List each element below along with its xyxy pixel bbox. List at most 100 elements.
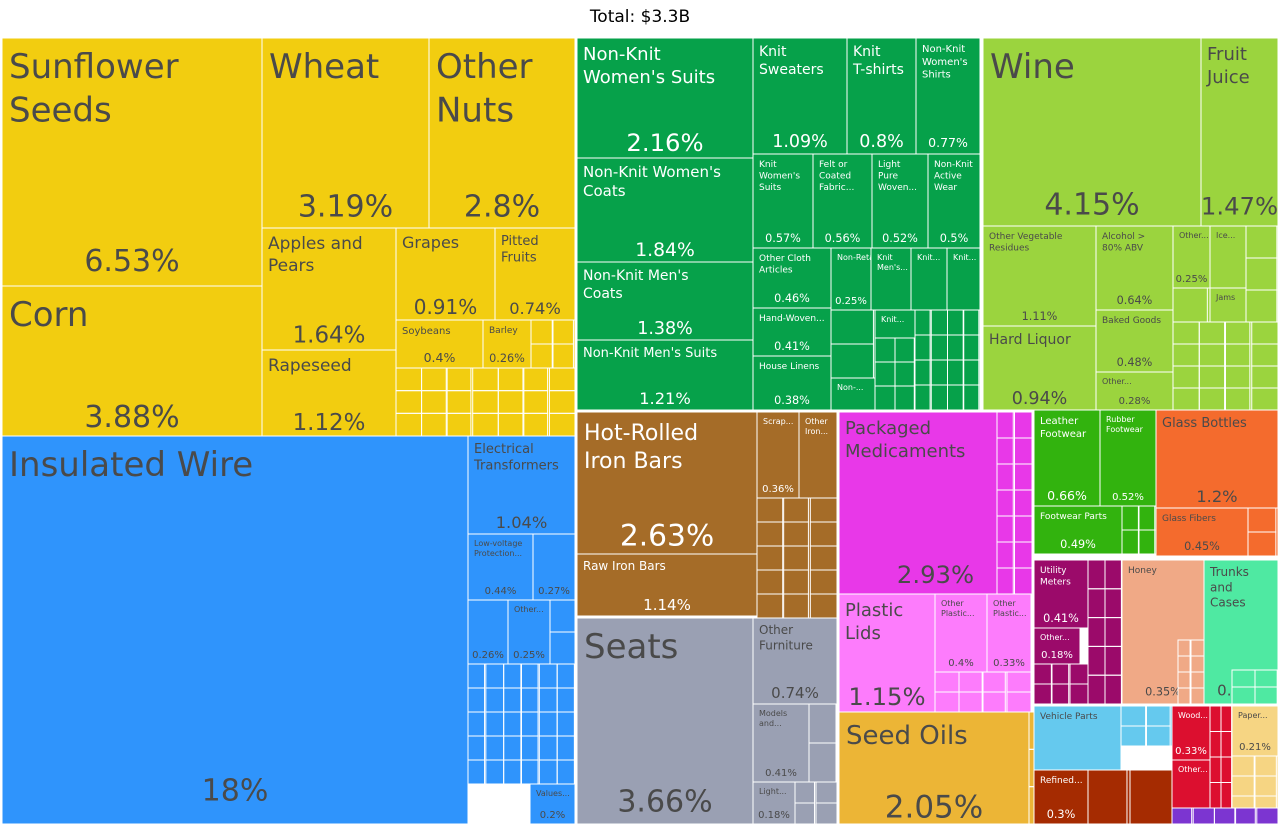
minor-tile [830,343,874,379]
minor-tiles-metals-10 [756,497,838,619]
tile-label: Furniture [759,638,813,652]
tile-rect [752,355,832,411]
tile-label: Knit... [917,253,940,262]
tile-label: Women's Suits [583,67,715,88]
minor-tile [1104,674,1122,705]
minor-tile [947,384,964,411]
tile-rect [752,703,810,783]
tile-glass-bottles-63: Glass Bottles 1.2% [1155,409,1279,509]
tile-label: Honey [1128,566,1158,576]
tile-value: 0.49% [1060,538,1096,551]
minor-tiles-trunks-21 [1231,669,1279,705]
minor-tile [549,631,576,665]
minor-tiles-footwear-16 [1121,505,1157,555]
tile-label: Other [941,599,964,608]
tile-value: 1.14% [643,596,691,614]
tile-label: Lids [845,623,881,644]
tile-label: Hard Liquor [989,332,1071,348]
minor-tile [1087,769,1128,825]
tile-label: 80% ABV [1102,244,1144,254]
tile-value: 0.46% [774,292,810,305]
tile-knit-men-s-30: KnitMen's... [870,247,912,311]
tile-label: Seeds [9,91,112,131]
tile-rect [846,37,917,155]
tile-other-72: Other... [1171,759,1211,809]
tile-rect [1033,505,1123,555]
tile-ice-42: Ice... [1209,225,1247,289]
tile-value: 0.66% [1047,488,1087,503]
tile-0-27-13: 0.27% [532,533,576,601]
tile-label: Knit [759,160,777,170]
tile-rect [576,553,758,617]
tile-label: Other Vegetable [989,232,1063,242]
tile-rect [752,153,814,249]
minor-tile [1256,807,1279,825]
tile-label: Models [759,709,787,718]
tile-value: 0.25% [513,650,545,661]
tile-value: 0.33% [1175,746,1207,757]
tile-knit-31: Knit... [910,247,948,311]
tile-label: and [1210,580,1233,594]
tile-rect [927,153,981,249]
tile-label: Rapeseed [268,356,352,376]
tile-label: Wood... [1178,711,1208,720]
tile-value: 0.25% [1176,274,1208,285]
tile-label: Suits [759,183,781,193]
tile-label: Pitted [501,234,539,249]
minor-tile [894,385,915,411]
tile-label: Cases [1210,596,1246,610]
tile-value: 0.41% [765,768,797,779]
tile-value: 0.2% [540,810,565,821]
tile-rect [838,711,1030,825]
tile-label: Transformers [473,459,559,474]
tile-light-58: Light... 0.18% [752,781,796,825]
tile-label: Woven... [878,183,917,193]
tile-soybeans-8: Soybeans 0.4% [395,319,484,369]
tile-rect [830,377,876,411]
minor-tile-block [1171,807,1279,825]
minor-tiles-beverages-7 [1245,225,1279,323]
tile-rect [261,349,397,437]
tile-value: 1.12% [293,410,366,436]
tile-rect [428,37,576,229]
tile-paper-73: Paper... 0.21% [1231,705,1279,757]
tile-label: Light [878,160,901,170]
minor-tiles-instruments-18 [1087,559,1123,705]
tile-rect [1172,225,1211,289]
tile-other-iron-50: OtherIron... [798,411,838,499]
tile-other-66: Other... 0.18% [1033,627,1081,665]
tile-label: Other... [1102,377,1132,386]
tile-scrap-49: Scrap... 0.36% [756,411,800,499]
minor-tile [1051,683,1070,705]
tile-label: Non-Knit [583,44,661,65]
tile-label: Active [934,172,962,182]
minor-tile [809,593,838,619]
minor-tile [467,759,486,785]
tile-label: Knit [759,44,787,60]
tile-seed-oils-59: Seed Oils 2.05% [838,711,1030,825]
tile-rect [812,153,873,249]
tile-leather-footwear-60: Leather Footwear 0.66% [1033,409,1101,507]
minor-tile [1069,683,1089,705]
minor-tile [783,593,809,619]
minor-tiles-textiles-5 [914,309,981,411]
minor-tile [1254,686,1278,705]
tile-rect [752,247,832,309]
minor-tile [1006,691,1032,713]
tile-label: Packaged [845,418,931,439]
tile-value: 1.21% [639,389,691,408]
minor-tile [521,759,539,785]
chart-title: Total: $3.3B [589,7,691,27]
tile-rect [910,247,948,311]
tile-label: House Linens [759,362,820,372]
tile-label: Pears [268,256,315,276]
tile-label: Glass Bottles [1162,416,1247,431]
tile-label: Knit... [881,315,904,324]
tile-value: 0.91% [414,295,478,319]
tile-label: Light... [759,787,787,796]
